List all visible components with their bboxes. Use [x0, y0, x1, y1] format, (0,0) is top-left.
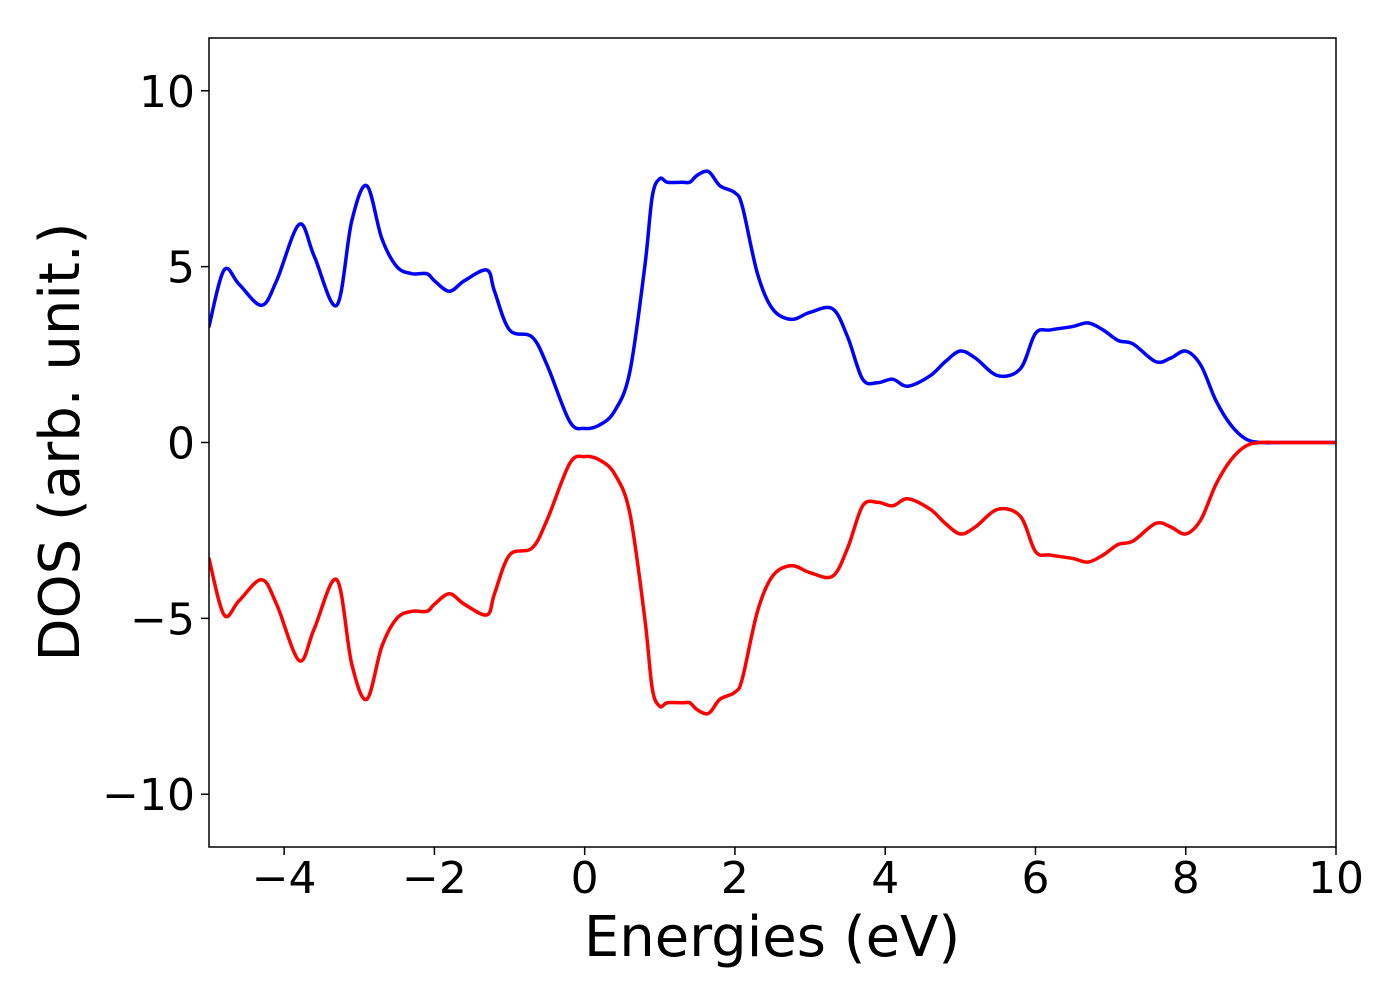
x-axis-ticks: −4 −2 0 2 4 6 8 10 — [252, 847, 1364, 904]
x-tick-label: 0 — [571, 853, 599, 904]
series-line-negative — [209, 440, 1336, 716]
x-tick-label: 8 — [1172, 853, 1200, 904]
x-tick-label: 2 — [721, 853, 749, 904]
x-tick-label: −4 — [252, 853, 317, 904]
x-tick-label: 4 — [871, 853, 899, 904]
y-tick-label: 10 — [139, 67, 195, 118]
y-axis-title: DOS (arb. unit.) — [28, 222, 93, 661]
x-axis-title: Energies (eV) — [584, 905, 960, 970]
y-axis-ticks: −10 −5 0 5 10 — [102, 67, 209, 821]
series-line-positive — [209, 169, 1336, 445]
y-tick-label: 5 — [167, 243, 195, 294]
series-layer — [209, 169, 1336, 716]
y-tick-label: −10 — [102, 770, 195, 821]
plot-frame — [208, 37, 1337, 848]
x-tick-label: −2 — [402, 853, 467, 904]
y-tick-label: 0 — [167, 419, 195, 470]
x-tick-label: 10 — [1308, 853, 1364, 904]
x-tick-label: 6 — [1021, 853, 1049, 904]
y-tick-label: −5 — [130, 594, 195, 645]
